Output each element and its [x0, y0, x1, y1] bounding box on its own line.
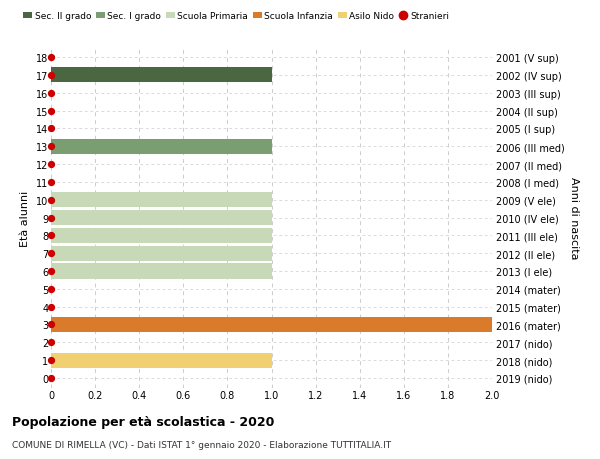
Y-axis label: Anni di nascita: Anni di nascita [569, 177, 579, 259]
Bar [51, 246, 271, 261]
Bar [51, 228, 271, 243]
Point [46, 268, 56, 275]
Point [46, 321, 56, 328]
Point [46, 339, 56, 346]
Point [46, 108, 56, 115]
Text: Popolazione per età scolastica - 2020: Popolazione per età scolastica - 2020 [12, 415, 274, 428]
Point [46, 143, 56, 151]
Point [46, 179, 56, 186]
Bar [51, 140, 271, 154]
Bar [51, 211, 271, 225]
Point [46, 54, 56, 62]
Bar [51, 264, 271, 279]
Point [46, 285, 56, 293]
Text: COMUNE DI RIMELLA (VC) - Dati ISTAT 1° gennaio 2020 - Elaborazione TUTTITALIA.IT: COMUNE DI RIMELLA (VC) - Dati ISTAT 1° g… [12, 440, 391, 449]
Point [46, 72, 56, 79]
Point [46, 214, 56, 222]
Point [46, 250, 56, 257]
Point [46, 303, 56, 311]
Legend: Sec. II grado, Sec. I grado, Scuola Primaria, Scuola Infanzia, Asilo Nido, Stran: Sec. II grado, Sec. I grado, Scuola Prim… [23, 12, 449, 21]
Point [46, 125, 56, 133]
Point [46, 375, 56, 382]
Y-axis label: Età alunni: Età alunni [20, 190, 30, 246]
Point [46, 357, 56, 364]
Bar [51, 193, 271, 208]
Bar [51, 68, 271, 84]
Bar [51, 353, 271, 368]
Point [46, 90, 56, 97]
Point [46, 161, 56, 168]
Point [46, 196, 56, 204]
Point [46, 232, 56, 240]
Bar [51, 317, 492, 332]
